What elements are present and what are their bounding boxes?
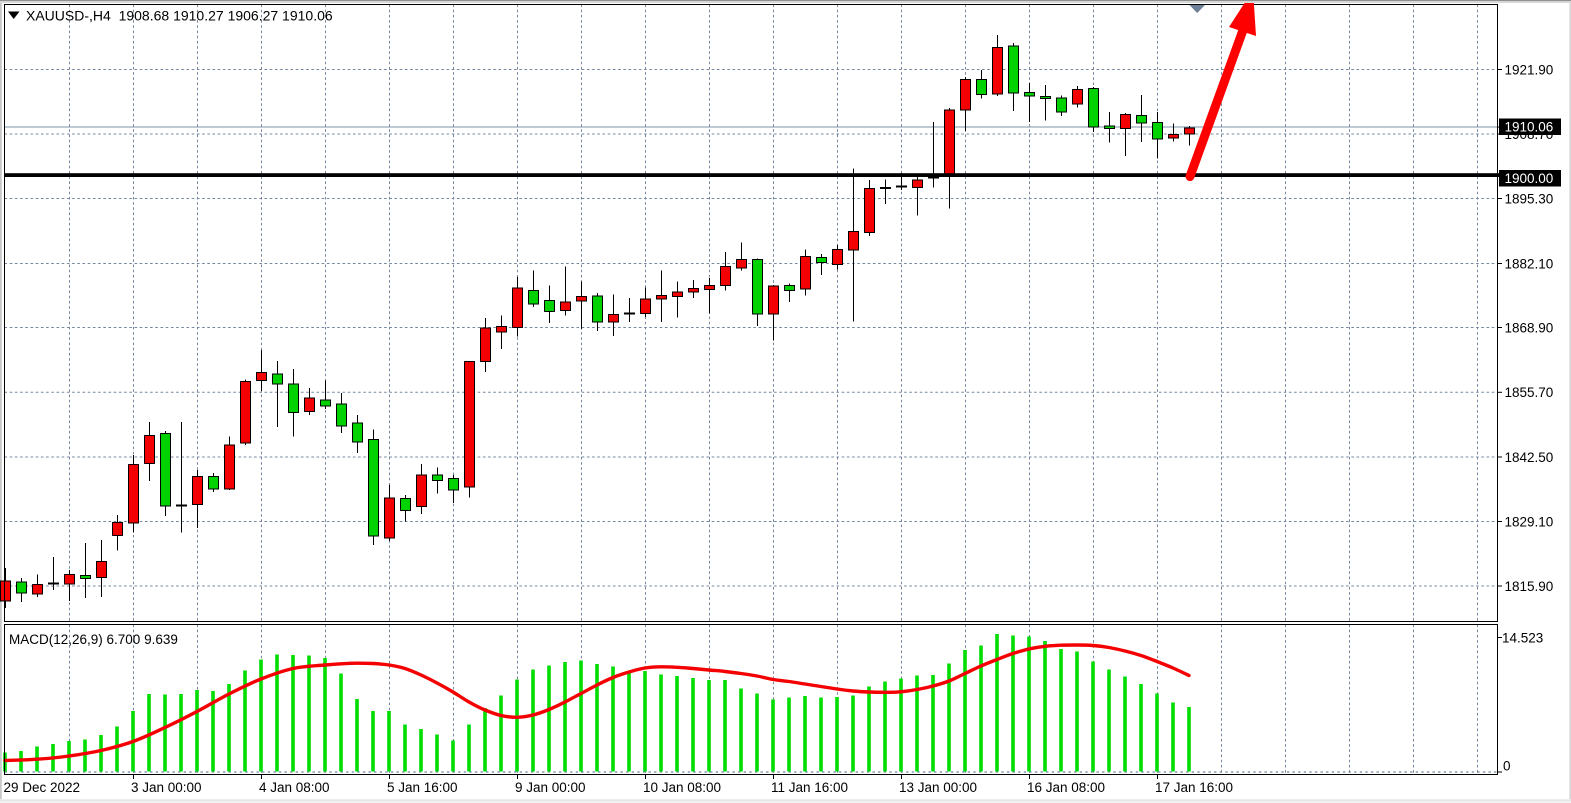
svg-text:29 Dec 2022: 29 Dec 2022	[4, 780, 81, 795]
svg-text:5 Jan 16:00: 5 Jan 16:00	[387, 780, 458, 795]
svg-text:XAUUSD-,H4 1908.68 1910.27 19: XAUUSD-,H4 1908.68 1910.27 1906.27 1910.…	[26, 8, 333, 24]
svg-text:1855.70: 1855.70	[1505, 385, 1554, 400]
svg-text:1842.50: 1842.50	[1505, 450, 1554, 465]
svg-text:1900.00: 1900.00	[1505, 171, 1554, 186]
svg-text:10 Jan 08:00: 10 Jan 08:00	[643, 780, 721, 795]
svg-text:9 Jan 00:00: 9 Jan 00:00	[515, 780, 586, 795]
svg-text:1829.10: 1829.10	[1505, 514, 1554, 529]
svg-text:1921.90: 1921.90	[1505, 62, 1554, 77]
svg-text:1910.06: 1910.06	[1505, 120, 1554, 135]
svg-text:1882.10: 1882.10	[1505, 256, 1554, 271]
svg-text:1815.90: 1815.90	[1505, 579, 1554, 594]
svg-text:14.523: 14.523	[1502, 630, 1543, 645]
svg-text:MACD(12,26,9) 6.700 9.639: MACD(12,26,9) 6.700 9.639	[9, 632, 178, 647]
svg-text:17 Jan 16:00: 17 Jan 16:00	[1155, 780, 1233, 795]
svg-text:1895.30: 1895.30	[1505, 191, 1554, 206]
svg-text:0: 0	[1503, 758, 1511, 773]
svg-text:11 Jan 16:00: 11 Jan 16:00	[771, 780, 848, 795]
svg-text:16 Jan 08:00: 16 Jan 08:00	[1027, 780, 1105, 795]
svg-text:4 Jan 08:00: 4 Jan 08:00	[259, 780, 330, 795]
svg-text:1868.90: 1868.90	[1505, 320, 1554, 335]
svg-text:3 Jan 00:00: 3 Jan 00:00	[131, 780, 202, 795]
svg-text:13 Jan 00:00: 13 Jan 00:00	[899, 780, 977, 795]
